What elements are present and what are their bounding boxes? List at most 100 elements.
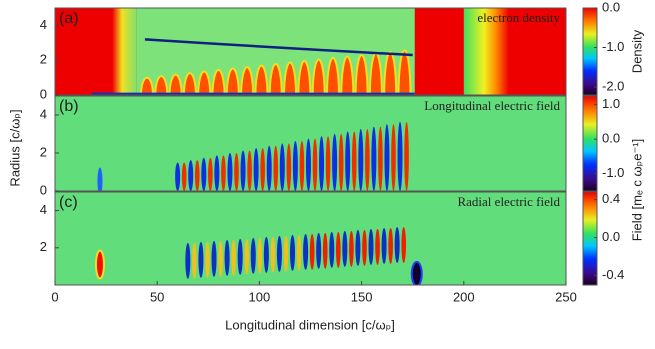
x-tick-label: 150 — [351, 289, 373, 304]
stripe — [355, 229, 361, 266]
stripe — [381, 227, 387, 264]
stripe — [384, 124, 390, 191]
stripe — [247, 150, 252, 191]
x-tick-label: 100 — [249, 289, 271, 304]
heatmap — [55, 96, 566, 191]
stripe — [312, 138, 318, 191]
stripe — [198, 241, 204, 278]
y-tick-label: 2 — [40, 144, 47, 159]
stripe — [368, 228, 374, 265]
colorbar-tick-label: 0.0 — [602, 229, 620, 244]
stripe — [227, 152, 233, 191]
stripe — [362, 229, 367, 266]
stripe — [218, 240, 223, 277]
background — [55, 192, 566, 285]
bubble — [311, 58, 326, 95]
stripe — [378, 126, 383, 191]
stripe — [309, 233, 315, 270]
colorbar-label: Density — [629, 29, 644, 73]
stripe — [351, 131, 357, 191]
stripe — [260, 148, 265, 191]
stripe — [325, 136, 331, 191]
colorbar-tick-label: 1.0 — [602, 96, 620, 111]
stripe — [185, 242, 191, 279]
stripe — [316, 232, 322, 269]
blob — [94, 249, 105, 280]
ramp — [112, 8, 137, 95]
bubble — [240, 66, 255, 95]
stripe — [188, 160, 194, 191]
panel-label: (c) — [59, 194, 78, 211]
stripe — [394, 226, 400, 263]
y-tick-label: 2 — [40, 239, 47, 254]
bubble — [283, 61, 298, 95]
frame — [54, 95, 567, 192]
stripe — [296, 234, 302, 271]
bubble — [354, 53, 369, 95]
blob — [97, 167, 103, 191]
bubble — [397, 49, 412, 95]
stripe — [273, 145, 279, 191]
stripe — [221, 155, 226, 191]
stripe — [181, 162, 187, 191]
stripe — [371, 126, 377, 191]
stripe — [391, 124, 396, 191]
stripe — [329, 231, 335, 268]
y-tick-label: 0 — [40, 86, 47, 101]
stripe — [253, 148, 259, 191]
bubble — [268, 63, 283, 95]
frame — [54, 7, 567, 96]
bubble — [325, 56, 340, 95]
stripe — [286, 143, 292, 191]
stripe — [208, 157, 213, 191]
stripe — [299, 141, 305, 191]
stripe — [338, 133, 344, 191]
stripe — [257, 237, 263, 274]
colorbar — [582, 95, 598, 192]
sheath — [144, 38, 413, 57]
stripe — [358, 129, 364, 191]
stripe — [240, 150, 246, 191]
bubble — [383, 50, 398, 95]
stripe — [231, 239, 236, 276]
x-tick-label: 250 — [555, 289, 577, 304]
bubble — [254, 64, 269, 95]
x-tick-label: 200 — [453, 289, 475, 304]
stripe — [192, 242, 197, 279]
stripe — [283, 235, 289, 272]
colorbar-tick-label: -0.4 — [602, 267, 624, 282]
colorbar — [582, 7, 598, 96]
heatmap — [55, 192, 566, 285]
stripe — [332, 133, 338, 191]
blob — [410, 260, 423, 285]
stripe — [201, 157, 207, 191]
stripe — [234, 152, 239, 191]
stripe — [345, 131, 351, 191]
stripe — [214, 155, 220, 191]
stripe — [401, 226, 407, 263]
panel-label: (a) — [59, 10, 79, 27]
stripe — [276, 235, 282, 272]
stripe — [279, 143, 285, 191]
bubble — [297, 59, 312, 95]
stripe — [335, 231, 341, 268]
colorbar-tick-label: -2.0 — [602, 79, 624, 94]
bubble — [154, 75, 169, 95]
colorbar-tick-label: -1.0 — [602, 39, 624, 54]
x-tick-label: 0 — [51, 289, 58, 304]
stripe — [250, 237, 256, 274]
stripe — [397, 121, 403, 191]
stripe — [290, 234, 296, 271]
stripe — [270, 236, 276, 273]
stripe — [365, 129, 370, 191]
bubble — [168, 73, 183, 95]
y-tick-label: 4 — [40, 202, 47, 217]
colorbar-label: Field [mₑ c ωₚe⁻¹] — [629, 139, 644, 242]
stripe — [305, 138, 311, 191]
stripe — [237, 238, 243, 275]
x-axis-label: Longitudinal dimension [c/ωₚ] — [225, 317, 395, 332]
y-axis-label: Radius [c/ωₚ] — [7, 109, 22, 186]
frame — [54, 191, 567, 286]
colorbar-tick-label: -1.0 — [602, 165, 624, 180]
